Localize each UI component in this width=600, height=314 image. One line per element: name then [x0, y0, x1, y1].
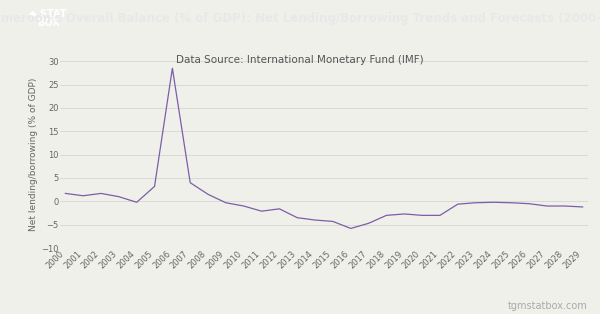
Text: tgmstatbox.com: tgmstatbox.com	[508, 301, 588, 311]
Text: Data Source: International Monetary Fund (IMF): Data Source: International Monetary Fund…	[176, 55, 424, 65]
Text: ◆ STAT
BOX: ◆ STAT BOX	[29, 8, 67, 28]
Text: Cameroon's Overall Balance (% of GDP): Net Lending/Borrowing Trends and Forecast: Cameroon's Overall Balance (% of GDP): N…	[0, 12, 600, 24]
Y-axis label: Net lending/borrowing (% of GDP): Net lending/borrowing (% of GDP)	[29, 78, 38, 231]
